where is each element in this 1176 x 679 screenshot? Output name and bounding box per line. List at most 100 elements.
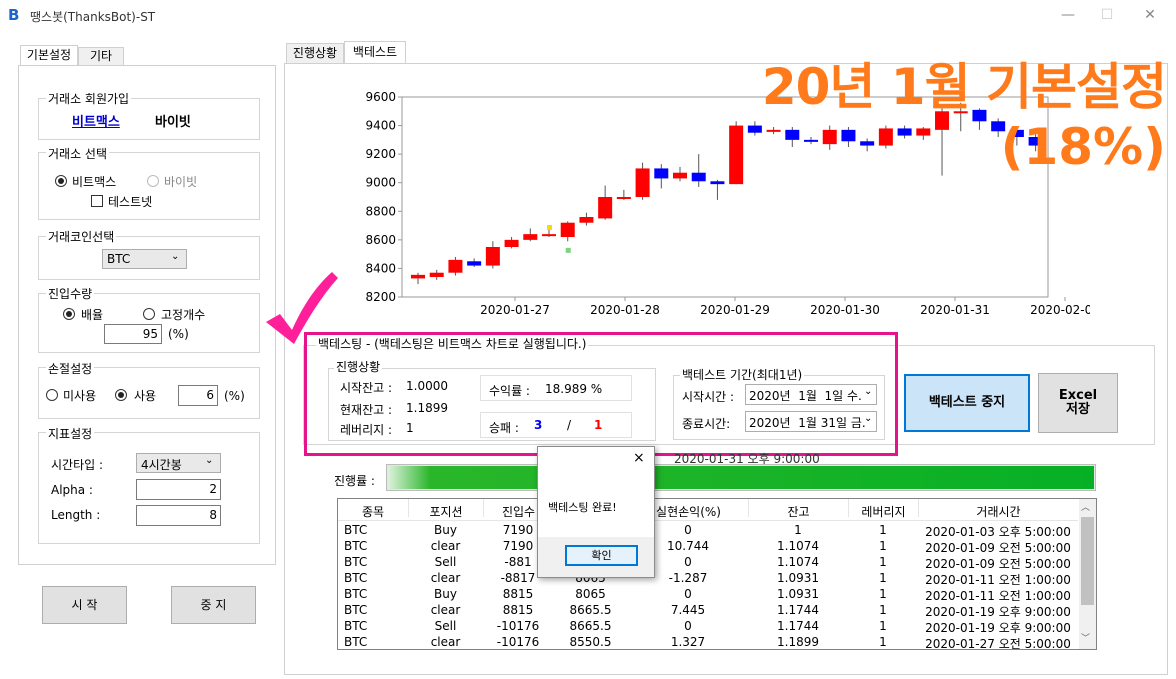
- stop-loss-on-radio[interactable]: [115, 389, 127, 401]
- bybit-radio[interactable]: [147, 175, 159, 187]
- table-cell: 0: [684, 555, 692, 569]
- plot-area: [401, 96, 1049, 298]
- candle-body: [729, 125, 744, 185]
- candle-body: [991, 121, 1006, 132]
- dialog-ok-button[interactable]: 확인: [565, 545, 638, 566]
- candle-body: [710, 181, 725, 185]
- table-row[interactable]: BTC clear 7190 10.744 1.1074 1 2020-01-09 오전 5…: [338, 539, 1078, 555]
- entry-qty-label: 진입수량: [46, 285, 95, 302]
- stop-loss-unit: (%): [224, 389, 245, 403]
- alpha-input[interactable]: 2: [136, 479, 221, 500]
- table-cell: -10176: [496, 619, 540, 633]
- column-header[interactable]: 포지션: [408, 499, 483, 519]
- stop-loss-off-label: 미사용: [63, 389, 97, 403]
- status-group: [328, 368, 656, 441]
- table-cell: BTC: [344, 603, 368, 617]
- table-cell: 1.0931: [777, 571, 819, 585]
- testnet-checkbox[interactable]: [91, 195, 103, 207]
- alpha-label: Alpha :: [51, 483, 93, 497]
- table-cell: BTC: [344, 539, 368, 553]
- timeframe-dropdown[interactable]: 4시간봉 ⌄: [136, 453, 221, 473]
- candle-body: [1028, 137, 1043, 146]
- return-value: 18.989 %: [545, 382, 603, 396]
- table-cell: 1.327: [670, 635, 706, 649]
- stop-loss-input[interactable]: 6: [178, 385, 218, 406]
- stop-button[interactable]: 중 지: [171, 586, 256, 624]
- table-cell: clear: [430, 539, 461, 553]
- table-row[interactable]: BTC clear 8815 8665.5 7.445 1.1744 1 2020-01-19…: [338, 603, 1078, 619]
- excel-button-line2: 저장: [1066, 402, 1090, 417]
- column-header[interactable]: 잔고: [748, 499, 848, 519]
- close-window-icon[interactable]: ✕: [1144, 7, 1156, 23]
- table-cell: clear: [430, 571, 461, 585]
- candle-body: [916, 128, 931, 136]
- scrollbar-thumb[interactable]: [1081, 517, 1094, 605]
- table-scrollbar[interactable]: ︿ ﹀: [1079, 499, 1096, 649]
- candle-body: [766, 129, 781, 132]
- column-header[interactable]: 거래시간: [918, 499, 1078, 519]
- scroll-up-icon[interactable]: ︿: [1081, 503, 1091, 513]
- leverage-label: 레버리지 :: [340, 423, 393, 437]
- x-tick-label: 2020-01-30: [810, 303, 880, 317]
- bitmex-radio[interactable]: [55, 175, 67, 187]
- scroll-down-icon[interactable]: ﹀: [1081, 634, 1091, 644]
- table-row[interactable]: BTC Sell -881 0 1.1074 1 2020-01-09 오전 5:00:00: [338, 555, 1078, 571]
- leverage-value: 1: [406, 421, 414, 435]
- completion-dialog: × 백테스팅 완료! 확인: [537, 446, 655, 578]
- overlay-percent: (18%): [1000, 118, 1166, 176]
- entry-qty-input[interactable]: 95: [104, 324, 162, 344]
- entry-ratio-radio[interactable]: [63, 308, 75, 320]
- dialog-content: [538, 447, 654, 537]
- price-chart: 9600 9400 9200 9000 8800 8600 8400 8200 2020-01-…: [290, 70, 1090, 330]
- wins-value: 3: [534, 418, 543, 432]
- y-tick-label: 9000: [365, 176, 396, 190]
- start-balance-label: 시작잔고 :: [340, 381, 393, 395]
- start-balance-value: 1.0000: [406, 379, 448, 393]
- bitmex-signup-link[interactable]: 비트맥스: [72, 115, 120, 130]
- coin-select-dropdown[interactable]: BTC ⌄: [102, 249, 187, 269]
- table-row[interactable]: BTC Sell -10176 8665.5 0 1.1744 1 2020-01-19 오후…: [338, 619, 1078, 635]
- tab-etc[interactable]: 기타: [78, 47, 124, 66]
- table-row[interactable]: BTC Buy 7190 0 1 1 2020-01-03 오후 5:00:00: [338, 523, 1078, 539]
- column-header[interactable]: 종목: [361, 505, 385, 519]
- indicator-label: 지표설정: [46, 425, 95, 442]
- table-cell: 8665.5: [569, 619, 612, 633]
- minimize-icon[interactable]: —: [1061, 7, 1075, 23]
- tab-basic-settings[interactable]: 기본설정: [20, 45, 78, 66]
- x-tick-label: 2020-01-27: [480, 303, 550, 317]
- table-cell: 1.1074: [777, 539, 819, 553]
- dialog-close-icon[interactable]: ×: [633, 450, 645, 466]
- table-row[interactable]: BTC clear -10176 8550.5 1.327 1.1899 1 2020-01-…: [338, 635, 1078, 649]
- stop-loss-off-radio[interactable]: [46, 389, 58, 401]
- start-date-picker[interactable]: 2020년 1월 1일 수. ⌄: [745, 384, 877, 405]
- stop-backtest-button[interactable]: 백테스트 중지: [904, 374, 1030, 432]
- entry-ratio-label: 배율: [81, 308, 104, 322]
- candle-body: [860, 141, 875, 146]
- signal-marker: [547, 225, 553, 230]
- table-cell: 7.445: [670, 603, 706, 617]
- table-cell: 1.1899: [777, 635, 819, 649]
- bybit-signup-link[interactable]: 바이빗: [155, 115, 191, 130]
- table-cell: 1: [794, 523, 802, 537]
- highlight-box: [304, 332, 898, 456]
- table-row[interactable]: BTC Buy 8815 8065 0 1.0931 1 2020-01-11 오전 1:00…: [338, 587, 1078, 603]
- entry-fixed-radio[interactable]: [143, 308, 155, 320]
- table-cell: -1.287: [668, 571, 708, 585]
- table-cell: -8817: [500, 571, 536, 585]
- tab-backtest[interactable]: 백테스트: [344, 41, 406, 64]
- excel-save-button[interactable]: Excel 저장: [1038, 373, 1118, 433]
- candle-body: [935, 111, 950, 130]
- tab-progress[interactable]: 진행상황: [286, 43, 344, 64]
- candle-body: [804, 139, 819, 142]
- table-row[interactable]: BTC clear -8817 8065 -1.287 1.0931 1 2020-01-11…: [338, 571, 1078, 587]
- table-cell: 2020-01-09 오전 5:00:00: [925, 557, 1071, 571]
- start-button[interactable]: 시 작: [42, 586, 127, 624]
- column-header[interactable]: 레버리지: [848, 499, 918, 519]
- candle-body: [785, 129, 800, 140]
- end-date-picker[interactable]: 2020년 1월 31일 금. ⌄: [745, 411, 877, 432]
- maximize-icon[interactable]: ☐: [1100, 7, 1114, 23]
- column-header[interactable]: 진입수: [483, 499, 553, 519]
- length-input[interactable]: 8: [136, 505, 221, 526]
- winloss-separator: /: [567, 418, 572, 432]
